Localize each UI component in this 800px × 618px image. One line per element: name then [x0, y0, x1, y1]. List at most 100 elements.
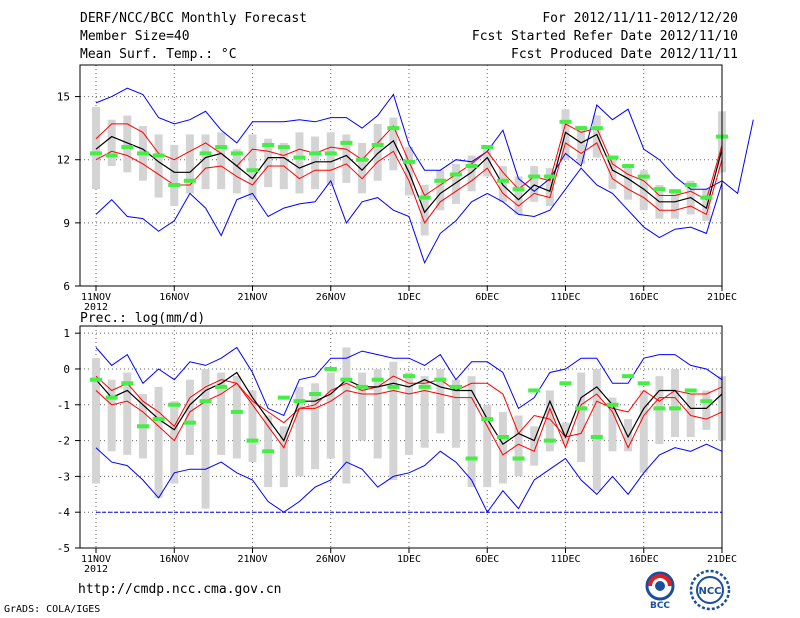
spread-box	[467, 376, 476, 488]
spread-box	[639, 170, 648, 211]
spread-box	[107, 379, 116, 452]
spread-box	[154, 134, 163, 198]
observed-marker	[183, 420, 196, 425]
spread-box	[420, 184, 429, 236]
max-line	[95, 346, 723, 417]
spread-box	[405, 372, 413, 455]
spread-box	[170, 144, 179, 207]
observed-marker	[199, 399, 212, 404]
observed-marker	[246, 438, 259, 443]
spread-box	[326, 372, 335, 459]
observed-marker	[684, 388, 697, 393]
observed-marker	[403, 374, 415, 379]
mean-line	[95, 371, 723, 446]
x-tick-label: 21NOV	[237, 292, 267, 303]
spread-box	[592, 368, 601, 491]
observed-marker	[168, 182, 181, 187]
observed-marker	[449, 172, 462, 177]
x-tick-label: 16DEC	[629, 554, 659, 565]
observed-marker	[324, 151, 337, 156]
spread-box	[185, 134, 194, 194]
spread-box	[232, 376, 241, 459]
spread-box	[185, 379, 194, 455]
y-tick-label: 0	[63, 363, 70, 376]
lower-line	[95, 142, 723, 224]
observed-marker	[199, 151, 212, 156]
observed-marker	[340, 377, 353, 382]
observed-marker	[293, 399, 306, 404]
spread-box	[389, 361, 398, 480]
observed-marker	[496, 435, 509, 439]
observed-marker	[371, 377, 384, 382]
observed-marker	[543, 174, 556, 179]
observed-marker	[152, 417, 165, 422]
observed-marker	[512, 187, 525, 192]
x-tick-label: 26NOV	[316, 554, 346, 565]
spread-box	[514, 415, 523, 477]
observed-marker	[684, 182, 697, 187]
spread-box	[311, 383, 320, 470]
observed-marker	[606, 155, 619, 160]
footer-url[interactable]: http://cmdp.ncc.cma.gov.cn	[78, 582, 282, 597]
observed-marker	[387, 384, 400, 389]
spread-box	[702, 189, 711, 221]
observed-marker	[90, 151, 102, 156]
spread-box	[311, 136, 320, 190]
x-tick-label: 21DEC	[707, 554, 737, 565]
observed-marker	[653, 187, 666, 192]
y-tick-label: -1	[57, 399, 70, 412]
max-line	[95, 87, 754, 195]
spread-box	[420, 376, 429, 448]
x-tick-label: 11DEC	[550, 554, 580, 565]
forecast-period: For 2012/11/11-2012/12/20	[542, 11, 738, 26]
x-tick-label: 6DEC	[475, 554, 499, 565]
spread-box	[217, 372, 226, 455]
plot-frame	[79, 325, 723, 549]
observed-marker	[575, 126, 588, 131]
x-tick-label: 16NOV	[159, 292, 189, 303]
observed-marker	[653, 406, 666, 411]
spread-box	[671, 189, 680, 219]
observed-marker	[465, 164, 478, 169]
spread-box	[577, 126, 586, 164]
observed-marker	[559, 119, 572, 124]
observed-marker	[637, 381, 650, 386]
observed-marker	[481, 417, 494, 422]
observed-marker	[309, 392, 322, 397]
observed-marker	[215, 145, 228, 150]
observed-marker	[371, 142, 384, 147]
observed-marker	[136, 151, 149, 156]
x-tick-label: 16NOV	[159, 554, 189, 565]
observed-marker	[262, 142, 275, 147]
observed-marker	[105, 153, 118, 158]
spread-box	[295, 132, 304, 194]
spread-box	[326, 132, 335, 185]
spread-box	[577, 372, 586, 463]
spread-box	[279, 426, 288, 488]
forecast-started-date: Fcst Started Refer Date 2012/11/10	[471, 29, 738, 44]
bcc-logo-text: BCC	[650, 601, 670, 610]
observed-marker	[121, 145, 134, 150]
spread-box	[170, 401, 179, 484]
spread-box	[624, 163, 633, 200]
observed-marker	[669, 189, 682, 194]
spread-box	[436, 368, 445, 434]
spread-box	[514, 176, 523, 215]
min-line	[95, 443, 723, 514]
observed-marker	[590, 435, 603, 439]
spread-box	[608, 397, 617, 452]
spread-box	[702, 390, 711, 430]
spread-box	[498, 411, 507, 484]
spread-box	[232, 149, 241, 194]
y-tick-label: 12	[57, 154, 70, 167]
min-line	[95, 167, 723, 265]
observed-marker	[606, 402, 619, 407]
observed-marker	[418, 195, 431, 200]
chart-title: DERF/NCC/BCC Monthly Forecast	[80, 11, 307, 26]
observed-marker	[90, 377, 102, 382]
forecast-produced-date: Fcst Produced Date 2012/11/11	[511, 47, 738, 62]
chart-panel-1: 6 9 12 15 11NOV 16NOV 21NOV 26NOV 1DEC 6DEC 11DEC 1…	[57, 64, 754, 313]
y-tick-label: -4	[57, 506, 71, 519]
y-tick-label: -2	[57, 435, 70, 448]
